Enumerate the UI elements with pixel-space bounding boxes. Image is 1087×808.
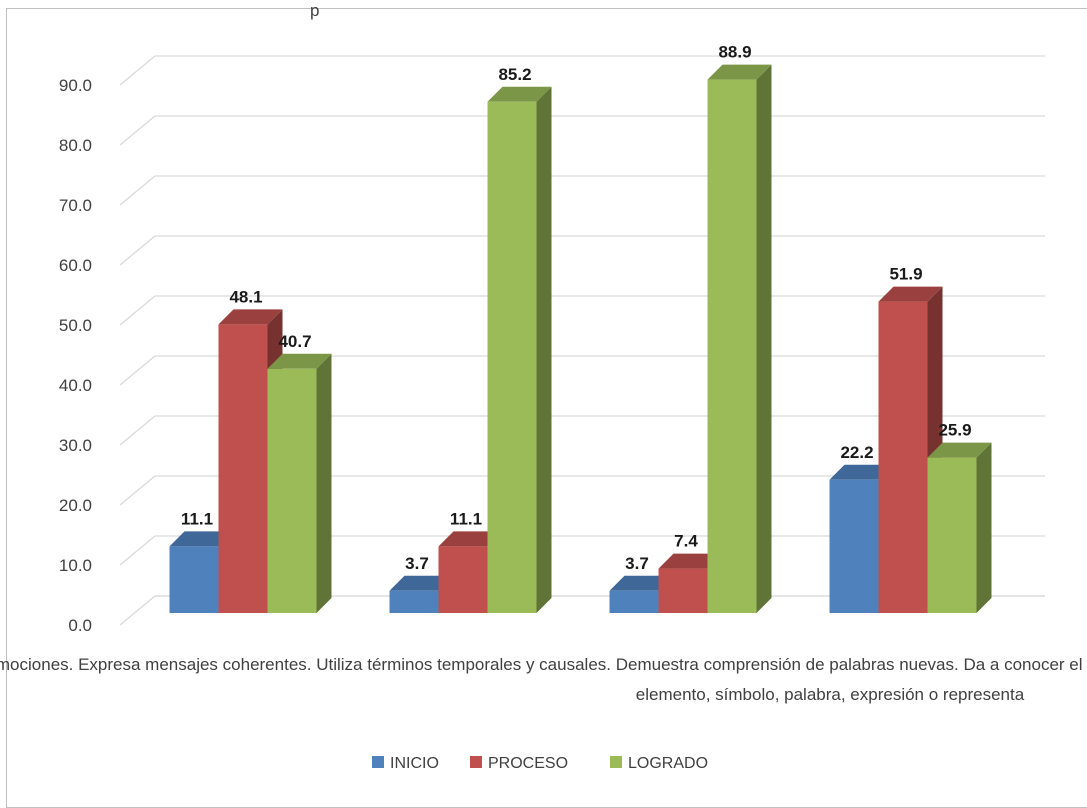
bar-proceso bbox=[218, 324, 268, 613]
data-label: 85.2 bbox=[498, 65, 531, 84]
bar-logrado bbox=[487, 101, 537, 614]
data-label: 48.1 bbox=[229, 287, 262, 306]
data-label: 51.9 bbox=[889, 265, 922, 284]
legend-label-proceso: PROCESO bbox=[488, 755, 568, 772]
bar-top-logrado bbox=[267, 353, 332, 369]
bar-top-proceso bbox=[438, 531, 503, 547]
bar-top-inicio bbox=[169, 531, 234, 547]
bar-inicio bbox=[609, 590, 659, 613]
data-label: 11.1 bbox=[450, 509, 482, 528]
data-label: 25.9 bbox=[938, 421, 971, 440]
bar-side-logrado bbox=[756, 64, 772, 614]
bar-inicio bbox=[829, 479, 879, 613]
legend-swatch-logrado bbox=[610, 756, 622, 768]
gridline-side bbox=[119, 115, 156, 146]
y-tick-label: 30.0 bbox=[59, 436, 92, 455]
bar-top-inicio bbox=[389, 575, 454, 591]
bar-top-proceso bbox=[218, 309, 283, 325]
bar-proceso bbox=[658, 568, 708, 613]
bar-logrado bbox=[707, 79, 757, 614]
legend-swatch-inicio bbox=[372, 756, 384, 768]
y-tick-label: 50.0 bbox=[59, 316, 92, 335]
bar-logrado bbox=[267, 368, 317, 613]
gridline-side bbox=[119, 475, 156, 506]
data-label: 7.4 bbox=[674, 532, 698, 551]
data-label: 3.7 bbox=[405, 554, 429, 573]
category-label-line-2: elemento, símbolo, palabra, expresión o … bbox=[636, 685, 1025, 704]
gridline-side bbox=[119, 235, 156, 266]
y-tick-label: 70.0 bbox=[59, 196, 92, 215]
gridline-side bbox=[119, 355, 156, 386]
bar-top-inicio bbox=[609, 575, 674, 591]
y-tick-label: 20.0 bbox=[59, 496, 92, 515]
legend-label-logrado: LOGRADO bbox=[628, 755, 708, 772]
bar-top-logrado bbox=[927, 442, 992, 458]
gridline-side bbox=[119, 535, 156, 566]
bar-top-proceso bbox=[658, 553, 723, 569]
data-label: 88.9 bbox=[718, 43, 751, 62]
gridline-side bbox=[119, 295, 156, 326]
y-tick-label: 0.0 bbox=[68, 616, 92, 635]
gridline-side bbox=[119, 595, 156, 626]
data-label: 11.1 bbox=[181, 509, 213, 528]
bar-inicio bbox=[389, 590, 439, 613]
gridline-side bbox=[119, 415, 156, 446]
bar-side-logrado bbox=[316, 353, 332, 613]
y-tick-label: 60.0 bbox=[59, 256, 92, 275]
legend-label-inicio: INICIO bbox=[390, 755, 439, 772]
bar-top-inicio bbox=[829, 464, 894, 480]
y-tick-label: 90.0 bbox=[59, 76, 92, 95]
gridline-side bbox=[119, 55, 156, 86]
y-tick-label: 10.0 bbox=[59, 556, 92, 575]
bar-proceso bbox=[878, 301, 928, 613]
y-tick-label: 40.0 bbox=[59, 376, 92, 395]
data-label: 3.7 bbox=[625, 554, 649, 573]
bar-side-logrado bbox=[976, 442, 992, 613]
bar-top-logrado bbox=[707, 64, 772, 80]
data-label: 22.2 bbox=[840, 443, 873, 462]
bar-side-logrado bbox=[536, 86, 552, 614]
bar-inicio bbox=[169, 546, 219, 613]
bar-logrado bbox=[927, 457, 977, 613]
bar-top-logrado bbox=[487, 86, 552, 102]
category-label-line-1: e voz adecuado para expresar sus ideas y… bbox=[0, 655, 1087, 674]
legend-swatch-proceso bbox=[470, 756, 482, 768]
y-tick-label: 80.0 bbox=[59, 136, 92, 155]
chart-title-fragment: p bbox=[310, 1, 319, 20]
bar-top-proceso bbox=[878, 286, 943, 302]
gridline-side bbox=[119, 175, 156, 206]
bar-proceso bbox=[438, 546, 488, 613]
data-label: 40.7 bbox=[278, 332, 311, 351]
